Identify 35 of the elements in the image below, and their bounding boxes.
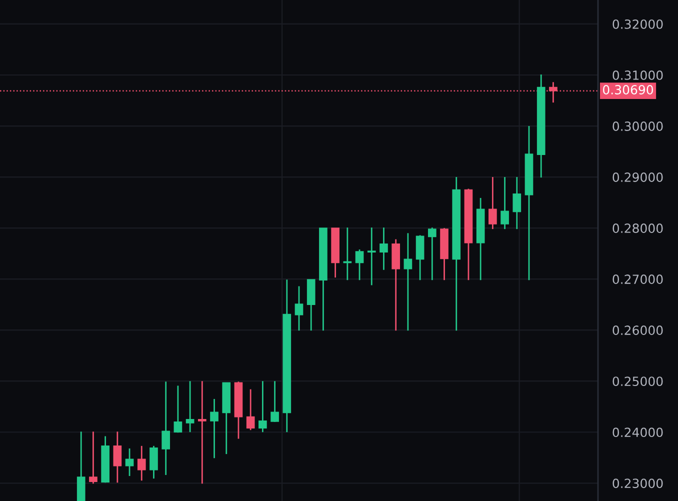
candlestick (416, 234, 424, 281)
y-tick-label: 0.29000 (612, 172, 663, 182)
y-tick-label: 0.26000 (612, 326, 663, 336)
ref-line-label: 0.30690 (602, 84, 654, 94)
candlestick (162, 380, 170, 476)
candlestick (380, 226, 388, 271)
candlestick (500, 176, 509, 230)
candlestick (512, 176, 522, 230)
y-tick-label: 0.32000 (612, 19, 663, 29)
candlestick (89, 430, 98, 484)
candlestick (76, 430, 86, 501)
y-tick-label: 0.31000 (612, 70, 663, 80)
y-tick-label: 0.27000 (612, 274, 663, 284)
y-tick-label: 0.24000 (612, 428, 663, 438)
candlestick (137, 445, 146, 482)
candlestick (150, 445, 158, 480)
candlestick (355, 248, 364, 281)
y-tick-label: 0.23000 (612, 478, 663, 488)
candlestick (174, 385, 182, 434)
candlestick (294, 286, 304, 332)
y-tick-label: 0.30000 (612, 121, 663, 131)
candlestick (270, 380, 279, 423)
y-tick-label: 0.28000 (612, 224, 663, 233)
candlestick (488, 176, 497, 230)
y-tick-label: 0.25000 (612, 376, 663, 386)
candlestick (210, 398, 218, 459)
candlestick (428, 226, 436, 281)
candlestick (246, 388, 255, 431)
candlestick (404, 232, 412, 332)
candlestick (198, 380, 206, 484)
candlestick (113, 430, 122, 484)
candlestick (258, 380, 267, 433)
candlestick (186, 380, 194, 433)
candlestick (367, 226, 376, 286)
candlestick (125, 448, 134, 477)
